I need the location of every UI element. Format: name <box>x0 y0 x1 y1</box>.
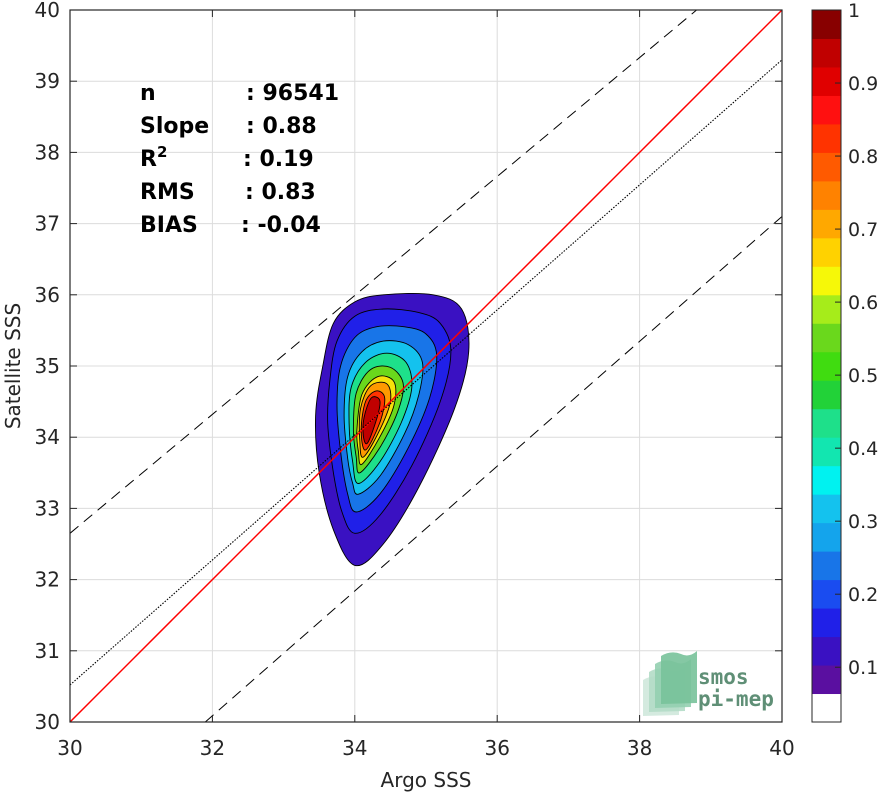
y-axis-label: Satellite SSS <box>1 303 25 429</box>
colorbar-segment <box>812 38 841 68</box>
colorbar-segment <box>812 323 841 353</box>
colorbar: 0.1 0.2 0.3 0.4 0.5 0.6 0.7 0.8 0.9 1 <box>811 0 878 723</box>
y-tick-label: 40 <box>35 0 60 22</box>
y-tick-label: 32 <box>35 568 60 592</box>
y-tick-label: 34 <box>35 425 60 449</box>
density-contours <box>315 292 470 567</box>
stat-label: BIAS <box>140 213 198 238</box>
stat-label: Slope <box>140 114 209 139</box>
y-tick-label: 33 <box>35 496 60 520</box>
reference-lines <box>69 9 783 723</box>
colorbar-segment <box>812 152 841 182</box>
logo-text-smos: smos <box>698 665 749 689</box>
colorbar-segment <box>812 351 841 381</box>
stat-value: : -0.04 <box>241 213 321 238</box>
x-tick-label: 40 <box>769 736 794 760</box>
colorbar-segment <box>812 408 841 438</box>
one-to-one-line <box>69 9 783 723</box>
colorbar-tick-label: 0.1 <box>848 657 878 679</box>
x-tick-label: 38 <box>627 736 652 760</box>
colorbar-segment <box>812 237 841 267</box>
colorbar-tick-label: 0.9 <box>848 73 878 95</box>
colorbar-segment <box>812 66 841 96</box>
regression-line <box>69 59 783 686</box>
x-tick-label: 36 <box>484 736 509 760</box>
y-tick-label: 39 <box>35 69 60 93</box>
logo-wave-icon <box>661 651 697 704</box>
colorbar-segment <box>812 636 841 666</box>
stat-value: : 0.88 <box>246 114 317 139</box>
colorbar-tick-label: 1 <box>848 0 860 22</box>
colorbar-segment <box>812 437 841 467</box>
colorbar-segment <box>812 693 841 723</box>
y-tick-label: 30 <box>35 710 60 734</box>
x-tick-label: 34 <box>342 736 367 760</box>
colorbar-tick-label: 0.3 <box>848 511 878 533</box>
colorbar-frame <box>811 9 842 723</box>
stats-annotation: n : 96541 Slope : 0.88 R2 : 0.19 RMS : 0.83 BIAS… <box>140 81 339 238</box>
colorbar-tick-label: 0.8 <box>848 146 878 168</box>
colorbar-tick-label: 0.5 <box>848 365 878 387</box>
stat-value: : 96541 <box>246 81 339 106</box>
y-tick-label: 38 <box>35 140 60 164</box>
stat-value: : 0.83 <box>245 180 316 205</box>
colorbar-segment <box>812 180 841 210</box>
y-tick-label: 37 <box>35 212 60 236</box>
upper-bound-line <box>69 9 697 534</box>
stat-label: n <box>140 81 156 106</box>
colorbar-tick-label: 0.2 <box>848 584 878 606</box>
colorbar-segment <box>812 380 841 410</box>
colorbar-tick-label: 0.7 <box>848 219 878 241</box>
x-axis-label: Argo SSS <box>381 768 472 792</box>
logo-text-pimep: pi-mep <box>698 687 774 711</box>
colorbar-tick-label: 0.6 <box>848 292 878 314</box>
colorbar-segment <box>812 665 841 695</box>
y-tick-label: 31 <box>35 639 60 663</box>
colorbar-segment <box>812 266 841 296</box>
stat-label: RMS <box>140 180 195 205</box>
colorbar-segment <box>812 551 841 581</box>
colorbar-segment <box>812 522 841 552</box>
lower-bound-line <box>204 216 783 723</box>
x-tick-label: 32 <box>200 736 225 760</box>
stat-label: R2 <box>140 143 167 172</box>
y-tick-label: 36 <box>35 283 60 307</box>
x-tick-label: 30 <box>57 736 82 760</box>
axis-ticks: 30 32 34 36 38 40 30 31 32 33 34 35 36 37 38 39 40 <box>35 0 795 760</box>
y-tick-label: 35 <box>35 354 60 378</box>
colorbar-segment <box>812 209 841 239</box>
colorbar-segment <box>812 465 841 495</box>
colorbar-segment <box>812 123 841 153</box>
colorbar-segment <box>812 608 841 638</box>
colorbar-segment <box>812 10 841 39</box>
colorbar-segment <box>812 494 841 524</box>
colorbar-segment <box>812 294 841 324</box>
colorbar-segment <box>812 95 841 125</box>
stat-value: : 0.19 <box>243 147 314 172</box>
colorbar-tick-label: 0.4 <box>848 438 878 460</box>
